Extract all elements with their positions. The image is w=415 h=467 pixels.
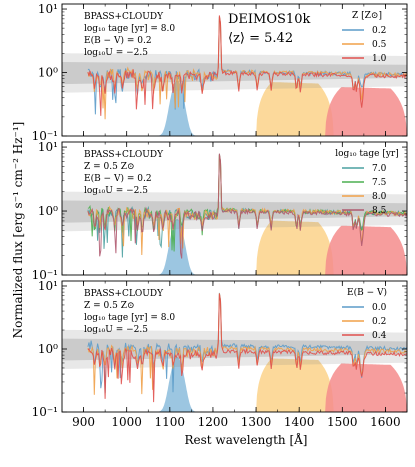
legend-title: log₁₀ tage [yr]	[335, 149, 398, 159]
spectrum-line-0.0	[87, 292, 407, 394]
x-tick-label: 1600	[370, 415, 401, 429]
x-tick-label: 1200	[198, 415, 229, 429]
chart-panel-middle: 10⁻¹ 10⁰ 10¹ BPASS+CLOUDY Z = 0.5 Z⊙E(B − V)…	[32, 140, 408, 282]
x-tick-label: 1000	[111, 415, 142, 429]
x-tick-label: 1400	[284, 415, 315, 429]
annotation-line: E(B − V) = 0.2	[84, 35, 152, 46]
legend-entry: 8.5	[372, 206, 387, 216]
y-tick-label: 10⁻¹	[32, 405, 58, 419]
annotation-line: log₁₀U = −2.5	[84, 186, 148, 196]
annotation-line: BPASS+CLOUDY	[84, 289, 164, 299]
chart-panel-bottom: 900 1000 1100 1200 1300 1400 1500 1600 10⁻¹ 10⁰ 10…	[32, 279, 408, 429]
annotation-line: BPASS+CLOUDY	[84, 12, 164, 22]
filter-curve-2	[325, 363, 407, 412]
legend-entry: 1.0	[372, 54, 387, 64]
y-tick-label: 10¹	[38, 279, 58, 293]
filter-curve-1	[256, 358, 334, 412]
y-tick-label: 10⁰	[38, 342, 58, 356]
survey-label: DEIMOS10k	[228, 12, 310, 27]
chart-panel-top: 10⁻¹ 10⁰ 10¹ BPASS+CLOUDY log₁₀ tage [yr] = …	[32, 2, 408, 143]
legend-entry: 0.2	[372, 317, 386, 327]
x-axis-label: Rest wavelength [Å]	[185, 432, 308, 447]
redshift-label: ⟨z⟩ = 5.42	[228, 31, 293, 46]
y-tick-label: 10¹	[38, 2, 58, 16]
spectrum-line-8.5	[87, 153, 407, 259]
y-tick-label: 10¹	[38, 140, 58, 154]
annotation-line: Z = 0.5 Z⊙	[84, 301, 134, 311]
y-axis-label: Normalized flux [erg s⁻¹ cm⁻² Hz⁻¹]	[11, 122, 25, 339]
spectrum-line-0.2	[87, 293, 407, 395]
filter-curve-1	[256, 220, 334, 275]
x-tick-label: 1100	[155, 415, 186, 429]
y-tick-label: 10⁰	[38, 66, 58, 80]
annotation-line: BPASS+CLOUDY	[84, 150, 164, 160]
filter-curve-0	[148, 80, 206, 136]
y-tick-label: 10⁻¹	[32, 129, 58, 143]
plot-area	[62, 153, 407, 275]
legend-title: E(B − V)	[347, 287, 387, 298]
annotation-line: log₁₀U = −2.5	[84, 325, 148, 335]
legend-entry: 0.2	[372, 26, 386, 36]
uncertainty-band-0	[62, 329, 407, 370]
spectrum-line-0.4	[87, 293, 407, 403]
plot-area	[62, 15, 407, 136]
annotation-line: Z = 0.5 Z⊙	[84, 162, 134, 172]
x-tick-label: 1300	[241, 415, 272, 429]
legend-entry: 0.0	[372, 303, 387, 313]
annotation-line: log₁₀ tage [yr] = 8.0	[84, 313, 175, 323]
legend-entry: 0.4	[372, 331, 387, 341]
filter-curve-0	[148, 219, 206, 275]
legend-entry: 0.5	[372, 40, 387, 50]
spectrum-line-1.0	[87, 15, 407, 116]
legend-entry: 7.0	[372, 164, 387, 174]
annotation-line: log₁₀U = −2.5	[84, 48, 148, 58]
legend-title: Z [Z⊙]	[352, 11, 382, 21]
plot-area	[62, 292, 407, 412]
filter-curve-2	[325, 87, 407, 136]
annotation-line: log₁₀ tage [yr] = 8.0	[84, 24, 175, 34]
x-tick-label: 1500	[327, 415, 358, 429]
filter-curve-2	[325, 225, 407, 275]
legend-entry: 8.0	[372, 192, 387, 202]
y-tick-label: 10⁰	[38, 204, 58, 218]
x-tick-label: 900	[72, 415, 95, 429]
y-tick-label: 10⁻¹	[32, 268, 58, 282]
legend-entry: 7.5	[372, 178, 387, 188]
annotation-line: E(B − V) = 0.2	[84, 173, 152, 184]
panels: 10⁻¹ 10⁰ 10¹ BPASS+CLOUDY log₁₀ tage [yr] = …	[32, 2, 408, 429]
filter-curve-1	[256, 82, 334, 136]
filter-curve-0	[148, 356, 206, 412]
